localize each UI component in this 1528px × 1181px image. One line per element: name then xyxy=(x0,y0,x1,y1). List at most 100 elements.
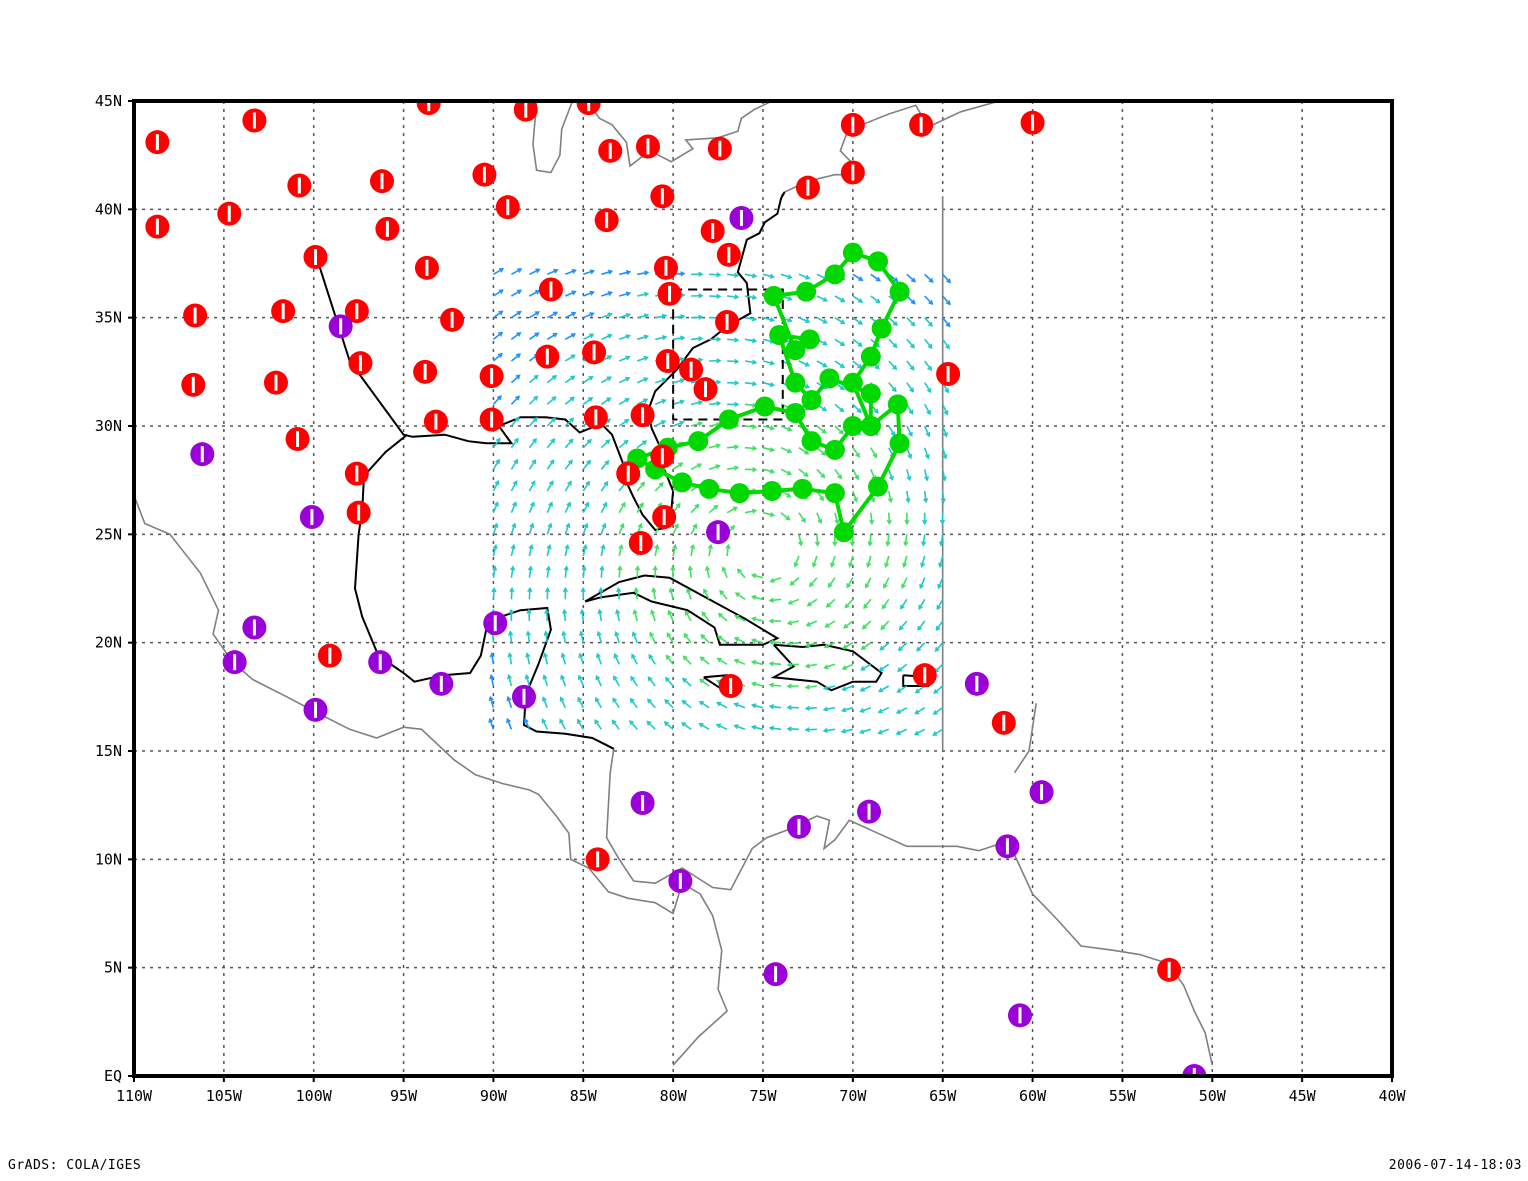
wind-arrow-head xyxy=(512,501,517,507)
wind-arrow-head xyxy=(682,655,688,661)
wind-arrow-head xyxy=(734,592,741,597)
wind-arrow-head xyxy=(751,316,758,322)
wind-arrow-head xyxy=(603,480,609,486)
wind-arrow xyxy=(937,577,944,589)
wind-arrow-head xyxy=(875,276,881,282)
wind-arrow xyxy=(690,422,702,427)
track-point xyxy=(871,318,892,339)
wind-arrow-head xyxy=(607,333,613,339)
station-bar xyxy=(200,446,204,463)
wind-arrow-head xyxy=(883,583,888,589)
wind-arrow xyxy=(769,641,782,644)
wind-arrow xyxy=(870,295,881,304)
wind-arrow-head xyxy=(715,464,721,470)
station-red xyxy=(598,138,623,163)
wind-arrow-head xyxy=(562,586,569,593)
wind-arrow xyxy=(735,614,746,622)
station-bar xyxy=(666,353,670,369)
wind-arrow xyxy=(826,598,836,608)
wind-arrow xyxy=(600,523,606,535)
wind-arrow xyxy=(564,290,576,297)
wind-arrow-head xyxy=(680,335,686,341)
wind-arrow xyxy=(888,512,891,524)
wind-arrow-head xyxy=(886,519,892,525)
wind-arrow-head xyxy=(625,355,631,361)
wind-arrow-head xyxy=(551,375,558,380)
wind-arrow xyxy=(601,270,613,276)
wind-arrow-head xyxy=(909,387,915,393)
wind-arrow-head xyxy=(684,610,690,616)
wind-arrow xyxy=(672,315,685,319)
wind-arrow-head xyxy=(679,356,686,363)
wind-arrow-head xyxy=(834,519,840,525)
wind-arrow xyxy=(780,273,792,279)
station-purple xyxy=(190,442,215,467)
wind-arrow-head xyxy=(819,496,824,502)
wind-arrow-head xyxy=(734,614,740,620)
wind-arrow-head xyxy=(769,577,775,583)
track-point xyxy=(699,478,720,499)
wind-arrow xyxy=(700,656,710,665)
wind-arrow-head xyxy=(840,341,846,347)
wind-arrow-head xyxy=(822,685,829,691)
wind-arrow-head xyxy=(507,652,513,658)
wind-arrow-head xyxy=(938,541,945,547)
wind-arrow xyxy=(888,360,897,370)
wind-arrow xyxy=(544,653,549,665)
station-red xyxy=(630,403,655,428)
wind-arrow-head xyxy=(822,340,828,346)
wind-arrow xyxy=(665,655,674,665)
wind-arrow-head xyxy=(734,380,740,386)
wind-arrow-head xyxy=(680,271,686,277)
station-bar xyxy=(946,366,950,382)
wind-arrow-head xyxy=(804,361,811,367)
wind-arrow xyxy=(816,512,822,524)
wind-arrow-head xyxy=(674,523,679,529)
wind-arrow xyxy=(769,705,782,709)
wind-arrow xyxy=(510,395,520,405)
wind-arrow-head xyxy=(525,652,531,658)
wind-arrow-head xyxy=(715,723,722,729)
wind-arrow xyxy=(752,617,764,622)
wind-arrow xyxy=(901,577,908,589)
wind-arrow xyxy=(709,273,721,276)
station-bar xyxy=(727,246,731,263)
coastline-gray xyxy=(586,101,773,168)
wind-arrow-head xyxy=(825,602,831,608)
wind-arrow xyxy=(862,620,872,630)
wind-arrow xyxy=(846,577,854,588)
x-tick-label: 105W xyxy=(206,1087,243,1105)
station-bar xyxy=(358,355,362,372)
wind-arrow-head xyxy=(606,397,612,403)
wind-arrow-head xyxy=(515,395,521,401)
wind-arrow-head xyxy=(618,543,624,550)
wind-arrow xyxy=(787,641,800,645)
wind-arrow-head xyxy=(698,314,704,320)
wind-arrow xyxy=(595,675,603,687)
wind-arrow xyxy=(824,685,836,690)
station-red xyxy=(317,643,342,668)
wind-arrow-head xyxy=(584,501,590,507)
x-tick-label: 85W xyxy=(570,1087,598,1105)
wind-arrow-head xyxy=(646,698,652,704)
wind-arrow-head xyxy=(716,336,722,342)
wind-arrow-head xyxy=(560,674,566,680)
wind-arrow-head xyxy=(703,588,708,594)
wind-arrow-head xyxy=(943,432,948,438)
wind-arrow xyxy=(914,707,926,715)
wind-arrow-head xyxy=(643,355,649,361)
station-bar xyxy=(233,654,237,671)
wind-arrow xyxy=(564,438,574,449)
wind-arrow xyxy=(762,360,774,365)
wind-arrow xyxy=(690,524,697,535)
wind-arrow-head xyxy=(631,653,636,659)
wind-arrow xyxy=(564,523,570,535)
station-red xyxy=(635,134,660,159)
wind-arrow xyxy=(510,311,522,319)
wind-arrow xyxy=(506,718,513,730)
wind-arrow-head xyxy=(631,631,637,637)
wind-arrow xyxy=(636,566,639,578)
wind-arrow-head xyxy=(625,291,632,297)
track-point xyxy=(842,416,863,436)
